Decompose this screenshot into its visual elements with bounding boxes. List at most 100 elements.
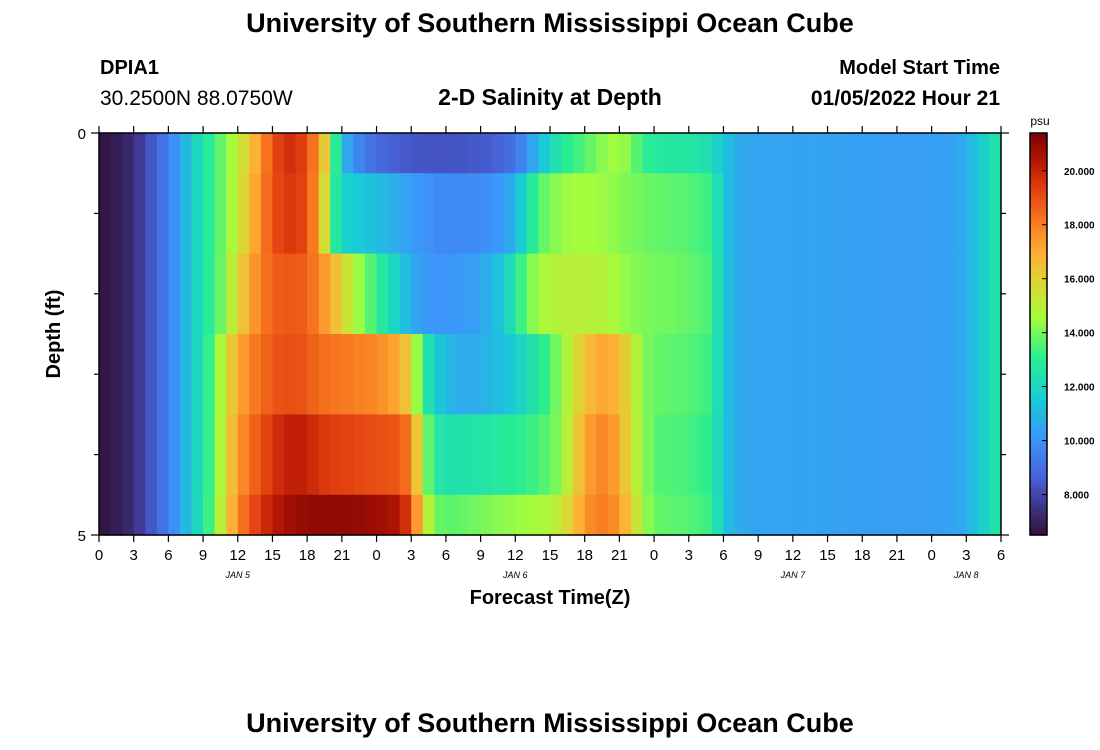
heatmap-cell [561,133,574,174]
heatmap-cell [122,494,135,536]
heatmap-cell [619,414,632,496]
heatmap-cell [630,414,644,496]
colorbar-step [1030,441,1047,446]
x-tick-label: 3 [407,547,415,564]
heatmap-cell [607,494,620,536]
heatmap-cell [584,133,597,174]
heatmap-cell [723,173,736,255]
heatmap-cell [896,414,910,496]
colorbar-step [1030,370,1047,375]
heatmap-cell [920,173,933,255]
heatmap-cell [815,133,829,174]
heatmap-cell [376,133,389,174]
colorbar-step [1030,146,1047,151]
heatmap-cell [133,414,146,496]
heatmap-cell [746,414,759,496]
heatmap-cell [110,133,123,174]
colorbar-step [1030,454,1047,459]
heatmap-cell [654,414,667,496]
heatmap-cell [272,253,285,335]
heatmap-cell [584,334,597,415]
date-label: JAN 6 [502,570,528,580]
heatmap-cell [526,334,540,415]
colorbar-step [1030,390,1047,395]
heatmap-cell [920,253,933,335]
heatmap-cell [99,494,112,536]
heatmap-cell [688,133,701,174]
heatmap-cell [862,414,875,496]
heatmap-cell [330,334,343,415]
colorbar-step [1030,334,1047,338]
heatmap-cell [538,414,551,496]
heatmap-cell [804,133,817,174]
y-axis-title: Depth (ft) [43,290,65,379]
x-tick-label: 6 [164,547,172,564]
colorbar-tick-label: 18.000 [1064,221,1095,232]
colorbar-step [1030,414,1047,419]
colorbar-step [1030,377,1047,382]
heatmap-cell [885,133,898,174]
heatmap-cell [931,173,944,255]
heatmap-cell [746,494,759,536]
heatmap-cell [781,334,794,415]
colorbar-step [1030,200,1047,204]
colorbar-step [1030,457,1047,462]
heatmap-cell [792,173,806,255]
heatmap-cell [630,334,644,415]
heatmap-cell [723,334,736,415]
heatmap-cell [735,253,748,335]
heatmap-cell [364,133,378,174]
heatmap-cell [434,494,447,536]
heatmap-cell [492,173,505,255]
heatmap-cell [179,133,193,174]
heatmap-cell [295,414,308,496]
heatmap-cell [503,133,516,174]
heatmap-cell [411,253,424,335]
colorbar-step [1030,189,1047,194]
heatmap-cell [388,414,401,496]
heatmap-cell [677,334,690,415]
heatmap-cell [746,133,759,174]
heatmap-cell [850,253,863,335]
x-tick-label: 0 [95,547,103,564]
heatmap-cell [827,334,840,415]
heatmap-cell [839,253,852,335]
colorbar-step [1030,307,1047,312]
heatmap-cell [133,133,146,174]
heatmap-cell [376,494,389,536]
heatmap-cell [364,334,378,415]
heatmap-cell [457,253,470,335]
heatmap-cell [99,133,112,174]
colorbar-step [1030,267,1047,271]
heatmap-cell [665,173,678,255]
heatmap-cell [896,133,910,174]
heatmap-cell [203,173,216,255]
colorbar-step [1030,206,1047,211]
colorbar-step [1030,424,1047,429]
heatmap-cell [596,334,609,415]
colorbar-step [1030,367,1047,372]
colorbar-step [1030,524,1047,529]
heatmap-cell [758,334,771,415]
heatmap-cell [607,253,620,335]
heatmap-cell [399,334,412,415]
heatmap-cell [260,414,274,496]
colorbar-step [1030,303,1047,308]
heatmap-cell [873,133,886,174]
heatmap-cell [665,414,678,496]
heatmap-cell [457,414,470,496]
heatmap-cell [573,494,586,536]
heatmap-cell [122,253,135,335]
colorbar-step [1030,149,1047,154]
heatmap-cell [642,173,655,255]
colorbar-step [1030,270,1047,275]
heatmap-cell [191,253,204,335]
heatmap-cell [619,133,632,174]
heatmap-cell [353,334,366,415]
x-tick-label: 3 [130,547,138,564]
heatmap-cell [99,253,112,335]
heatmap-cell [434,334,447,415]
heatmap-cell [989,494,1002,536]
colorbar-unit: psu [1030,114,1049,128]
heatmap-cell [596,133,609,174]
